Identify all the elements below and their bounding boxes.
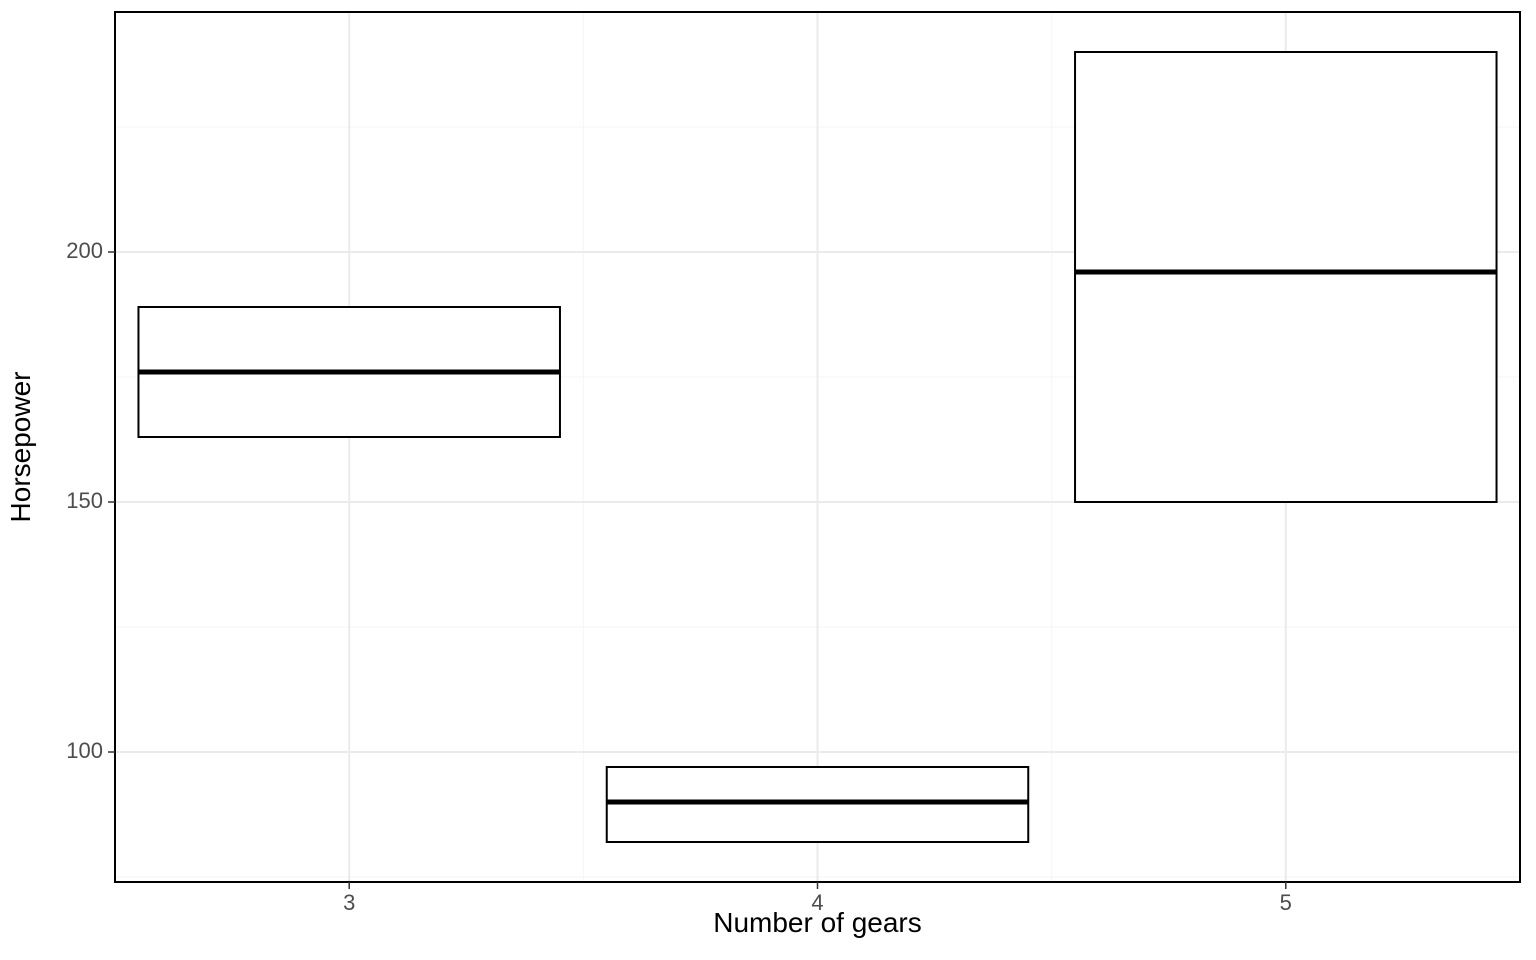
box-5 [1075,52,1497,502]
x-tick-label: 5 [1280,890,1292,915]
y-tick-label: 200 [66,238,103,263]
chart-svg: 100150200345Number of gearsHorsepower [0,0,1536,960]
x-tick-label: 3 [343,890,355,915]
y-tick-label: 100 [66,738,103,763]
boxplot-chart: 100150200345Number of gearsHorsepower [0,0,1536,960]
x-axis-title: Number of gears [713,907,922,938]
y-tick-label: 150 [66,488,103,513]
y-axis-title: Horsepower [5,372,36,523]
